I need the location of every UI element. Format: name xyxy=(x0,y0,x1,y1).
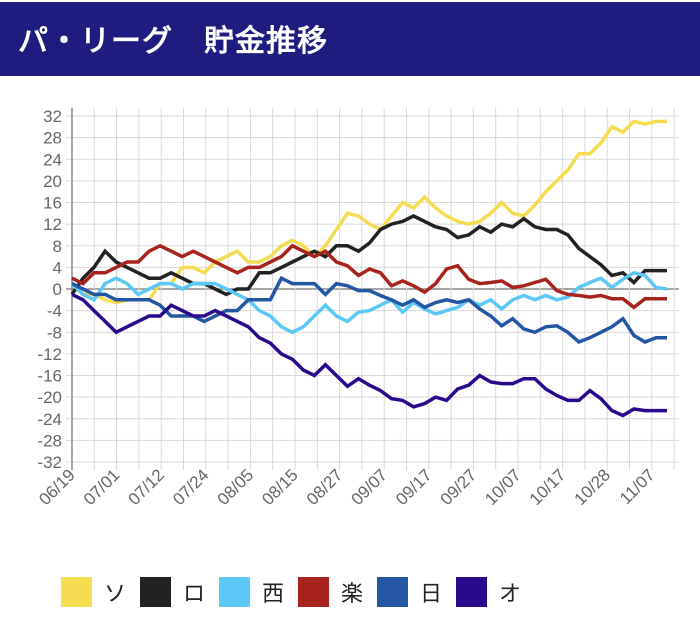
x-tick-label: 10/17 xyxy=(526,465,570,509)
x-tick-label: 11/07 xyxy=(616,465,659,508)
x-tick-label: 08/27 xyxy=(303,465,347,509)
legend-label: オ xyxy=(499,582,522,607)
x-axis-ticks: 06/19 07/01 07/12 07/24 08/05 08/15 08/27 09/07… xyxy=(35,465,658,509)
page-title: パ・リーグ 貯金推移 xyxy=(18,24,328,59)
x-tick-label: 10/07 xyxy=(481,465,525,509)
y-tick-label: -32 xyxy=(37,453,62,472)
x-tick-label: 07/24 xyxy=(169,465,213,509)
legend-label: ソ xyxy=(104,582,127,607)
y-tick-label: -24 xyxy=(37,410,62,429)
series-line-4 xyxy=(71,275,667,345)
legend-swatch xyxy=(456,577,487,607)
y-axis-ticks: 32 28 24 20 16 12 8 4 0 -4 -8 -12 -16 -20 -24 -28 -32 xyxy=(37,107,62,472)
series-line-2 xyxy=(70,270,668,335)
legend-label: ロ xyxy=(183,582,206,607)
y-tick-label: -8 xyxy=(47,323,62,342)
y-tick-label: -16 xyxy=(37,367,62,386)
chart-header: パ・リーグ 貯金推移 xyxy=(0,2,700,76)
y-tick-label: 20 xyxy=(43,172,62,191)
y-tick-label: 24 xyxy=(43,150,62,169)
legend: ソロ西楽日オ xyxy=(61,576,535,608)
series-lines xyxy=(70,119,668,418)
y-tick-label: 12 xyxy=(43,215,62,234)
y-tick-label: -20 xyxy=(37,388,62,407)
y-tick-label: 0 xyxy=(53,280,62,299)
x-tick-label: 10/28 xyxy=(571,465,615,509)
series-line-3 xyxy=(71,243,667,310)
series-line-5 xyxy=(71,292,667,418)
y-tick-label: 28 xyxy=(43,129,62,148)
y-tick-label: 32 xyxy=(43,107,62,126)
y-tick-label: 4 xyxy=(53,258,62,277)
legend-label: 楽 xyxy=(341,582,364,607)
legend-item[interactable]: 西 xyxy=(219,576,298,608)
legend-swatch xyxy=(140,577,171,607)
x-tick-label: 09/07 xyxy=(348,465,392,509)
y-tick-label: 16 xyxy=(43,194,62,213)
x-tick-label: 07/12 xyxy=(125,465,169,509)
y-tick-label: -28 xyxy=(37,431,62,450)
x-tick-label: 09/17 xyxy=(392,465,436,509)
x-tick-label: 08/05 xyxy=(214,465,258,509)
legend-item[interactable]: ロ xyxy=(140,576,219,608)
legend-label: 西 xyxy=(262,582,285,607)
x-tick-label: 09/27 xyxy=(437,465,481,509)
y-tick-label: -12 xyxy=(37,345,62,364)
x-tick-label: 07/01 xyxy=(80,465,124,509)
y-tick-label: -4 xyxy=(47,302,62,321)
legend-item[interactable]: 日 xyxy=(377,576,456,608)
legend-item[interactable]: 楽 xyxy=(298,576,377,608)
x-tick-label: 08/15 xyxy=(258,465,302,509)
legend-label: 日 xyxy=(420,582,443,607)
legend-swatch xyxy=(219,577,250,607)
legend-swatch xyxy=(61,577,92,607)
legend-item[interactable]: ソ xyxy=(61,576,140,608)
legend-swatch xyxy=(298,577,329,607)
series-line-1 xyxy=(70,214,667,297)
grid xyxy=(66,108,679,470)
y-tick-label: 8 xyxy=(53,237,62,256)
legend-item[interactable]: オ xyxy=(456,576,535,608)
legend-swatch xyxy=(377,577,408,607)
